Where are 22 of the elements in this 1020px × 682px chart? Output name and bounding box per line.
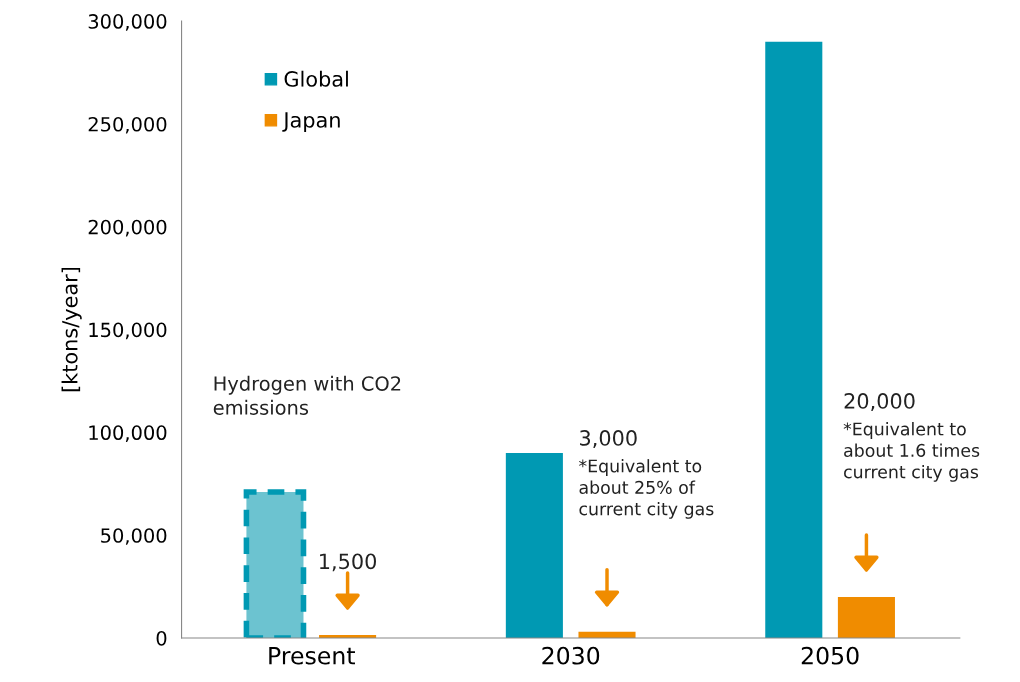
y-tick-label: 0 (156, 630, 167, 646)
bar (505, 452, 563, 639)
y-tick-label: 200,000 (88, 219, 167, 237)
y-tick-label: 300,000 (88, 14, 167, 31)
x-tick-label: Present (269, 647, 355, 665)
annotation: Hydrogen with CO2 emissions (213, 375, 401, 415)
annotation: *Equivalent to about 1.6 times current city gas (843, 422, 980, 482)
annotation: 20,000 (844, 393, 915, 411)
y-tick-label: 150,000 (89, 322, 167, 340)
y-tick-label: 50,000 (101, 528, 167, 545)
annotation: 1,500 (320, 553, 377, 572)
bar (765, 41, 823, 639)
legend-label: Global (284, 70, 348, 87)
x-tick-label: 2030 (542, 646, 600, 665)
annotation: *Equivalent to about 25% of current city gas (578, 459, 714, 519)
y-axis-title: [ktons/year] (61, 267, 82, 392)
x-tick-label: 2050 (801, 646, 859, 665)
y-tick-label: 250,000 (88, 116, 167, 134)
legend-label: Japan (282, 112, 340, 132)
bar (837, 596, 895, 639)
annotation: 3,000 (580, 430, 637, 448)
y-tick-label: 100,000 (89, 425, 167, 443)
